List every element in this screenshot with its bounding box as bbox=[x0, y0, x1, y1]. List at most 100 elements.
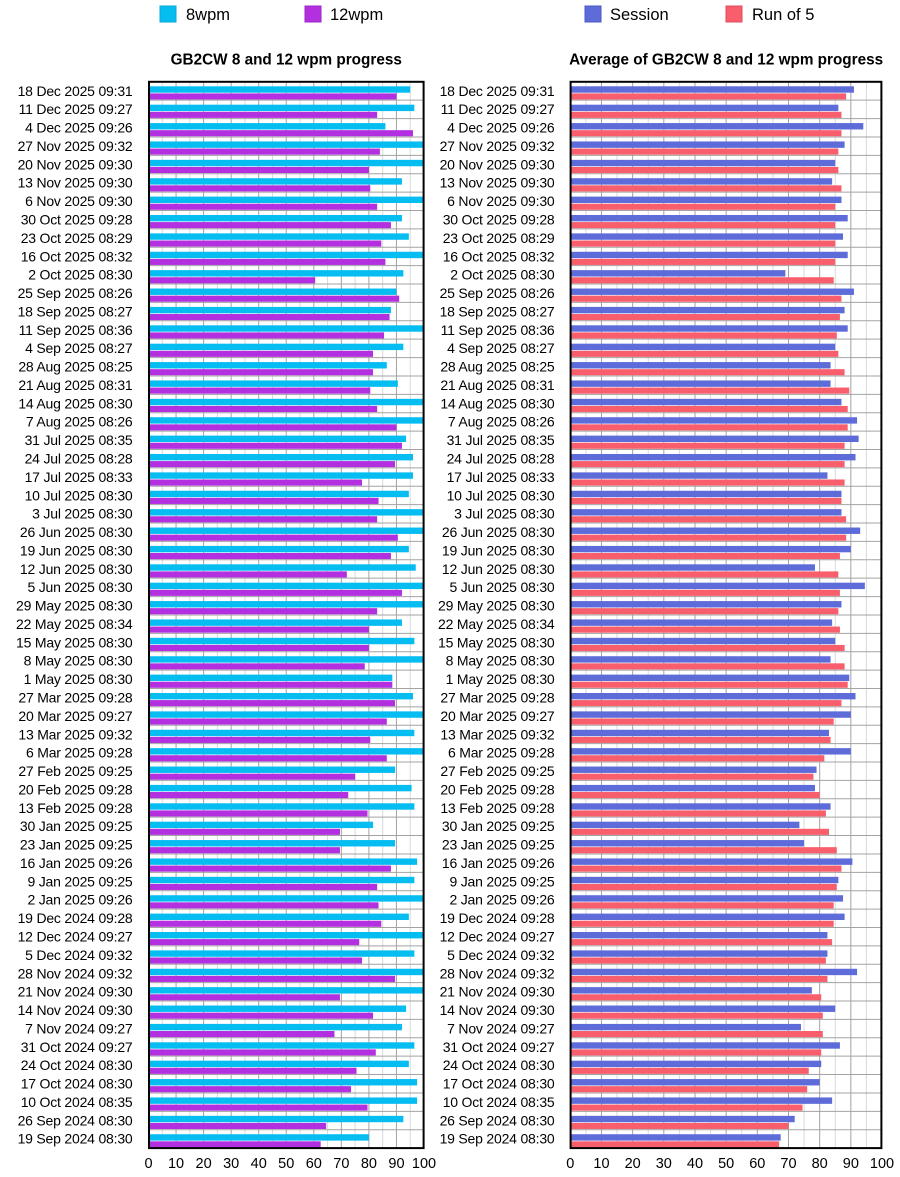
svg-text:5 Dec 2024 09:32: 5 Dec 2024 09:32 bbox=[25, 947, 133, 963]
svg-text:0: 0 bbox=[144, 1156, 152, 1172]
svg-text:4 Sep 2025 08:27: 4 Sep 2025 08:27 bbox=[25, 340, 133, 356]
svg-text:23 Jan 2025 09:25: 23 Jan 2025 09:25 bbox=[442, 837, 555, 853]
svg-text:GB2CW 8 and 12 wpm progress: GB2CW 8 and 12 wpm progress bbox=[171, 52, 402, 69]
svg-text:10 Oct 2024 08:35: 10 Oct 2024 08:35 bbox=[21, 1094, 133, 1110]
svg-text:11 Sep 2025 08:36: 11 Sep 2025 08:36 bbox=[441, 322, 555, 338]
svg-text:31 Jul 2025 08:35: 31 Jul 2025 08:35 bbox=[25, 432, 133, 448]
svg-text:17 Jul 2025 08:33: 17 Jul 2025 08:33 bbox=[25, 469, 133, 485]
svg-text:25 Sep 2025 08:26: 25 Sep 2025 08:26 bbox=[440, 285, 555, 301]
svg-text:17 Jul 2025 08:33: 17 Jul 2025 08:33 bbox=[447, 469, 555, 485]
svg-text:12 Jun 2025 08:30: 12 Jun 2025 08:30 bbox=[20, 561, 133, 577]
svg-text:23 Oct 2025 08:29: 23 Oct 2025 08:29 bbox=[443, 230, 555, 246]
svg-text:25 Sep 2025 08:26: 25 Sep 2025 08:26 bbox=[18, 285, 133, 301]
svg-text:19 Dec 2024 09:28: 19 Dec 2024 09:28 bbox=[440, 910, 555, 926]
svg-text:11 Sep 2025 08:36: 11 Sep 2025 08:36 bbox=[19, 322, 133, 338]
svg-text:13 Feb 2025 09:28: 13 Feb 2025 09:28 bbox=[440, 800, 555, 816]
svg-text:20: 20 bbox=[625, 1156, 641, 1172]
svg-text:2 Oct 2025 08:30: 2 Oct 2025 08:30 bbox=[28, 267, 133, 283]
svg-text:8 May 2025 08:30: 8 May 2025 08:30 bbox=[24, 653, 133, 669]
svg-text:26 Sep 2024 08:30: 26 Sep 2024 08:30 bbox=[440, 1112, 555, 1128]
svg-text:2 Oct 2025 08:30: 2 Oct 2025 08:30 bbox=[450, 267, 555, 283]
svg-text:30 Jan 2025 09:25: 30 Jan 2025 09:25 bbox=[20, 818, 133, 834]
svg-text:40: 40 bbox=[251, 1156, 267, 1172]
svg-text:26 Jun 2025 08:30: 26 Jun 2025 08:30 bbox=[20, 524, 133, 540]
svg-text:90: 90 bbox=[388, 1156, 404, 1172]
svg-text:2 Jan 2025 09:26: 2 Jan 2025 09:26 bbox=[449, 892, 554, 908]
svg-text:3 Jul 2025 08:30: 3 Jul 2025 08:30 bbox=[454, 506, 555, 522]
svg-text:16 Oct 2025 08:32: 16 Oct 2025 08:32 bbox=[21, 248, 133, 264]
svg-text:8 May 2025 08:30: 8 May 2025 08:30 bbox=[446, 653, 555, 669]
svg-text:5 Jun 2025 08:30: 5 Jun 2025 08:30 bbox=[449, 579, 554, 595]
svg-text:18 Sep 2025 08:27: 18 Sep 2025 08:27 bbox=[18, 303, 133, 319]
svg-text:30: 30 bbox=[223, 1156, 239, 1172]
svg-text:23 Jan 2025 09:25: 23 Jan 2025 09:25 bbox=[20, 837, 133, 853]
svg-text:7 Aug 2025 08:26: 7 Aug 2025 08:26 bbox=[26, 414, 133, 430]
svg-text:13 Mar 2025 09:32: 13 Mar 2025 09:32 bbox=[440, 726, 555, 742]
svg-text:11 Dec 2025 09:27: 11 Dec 2025 09:27 bbox=[441, 101, 555, 117]
svg-text:24 Jul 2025 08:28: 24 Jul 2025 08:28 bbox=[447, 450, 555, 466]
svg-text:12wpm: 12wpm bbox=[330, 6, 383, 24]
svg-text:21 Aug 2025 08:31: 21 Aug 2025 08:31 bbox=[440, 377, 555, 393]
svg-text:20 Nov 2025 09:30: 20 Nov 2025 09:30 bbox=[18, 156, 133, 172]
svg-text:40: 40 bbox=[687, 1156, 703, 1172]
svg-text:70: 70 bbox=[333, 1156, 349, 1172]
svg-text:28 Aug 2025 08:25: 28 Aug 2025 08:25 bbox=[18, 359, 133, 375]
svg-text:21 Nov 2024 09:30: 21 Nov 2024 09:30 bbox=[440, 984, 555, 1000]
svg-text:0: 0 bbox=[566, 1156, 574, 1172]
svg-text:29 May 2025 08:30: 29 May 2025 08:30 bbox=[16, 598, 133, 614]
svg-text:20: 20 bbox=[196, 1156, 212, 1172]
svg-text:6 Mar 2025 09:28: 6 Mar 2025 09:28 bbox=[26, 745, 133, 761]
svg-text:24 Jul 2025 08:28: 24 Jul 2025 08:28 bbox=[25, 450, 133, 466]
svg-text:50: 50 bbox=[278, 1156, 294, 1172]
svg-text:80: 80 bbox=[812, 1156, 828, 1172]
svg-text:31 Oct 2024 09:27: 31 Oct 2024 09:27 bbox=[443, 1039, 555, 1055]
svg-text:50: 50 bbox=[718, 1156, 734, 1172]
svg-text:14 Nov 2024 09:30: 14 Nov 2024 09:30 bbox=[18, 1002, 133, 1018]
svg-text:10: 10 bbox=[168, 1156, 184, 1172]
svg-text:17 Oct 2024 08:30: 17 Oct 2024 08:30 bbox=[21, 1076, 133, 1092]
svg-text:16 Jan 2025 09:26: 16 Jan 2025 09:26 bbox=[20, 855, 133, 871]
svg-text:12 Dec 2024 09:27: 12 Dec 2024 09:27 bbox=[18, 928, 133, 944]
svg-text:20 Feb 2025 09:28: 20 Feb 2025 09:28 bbox=[18, 781, 133, 797]
svg-text:15 May 2025 08:30: 15 May 2025 08:30 bbox=[438, 634, 555, 650]
svg-text:70: 70 bbox=[780, 1156, 796, 1172]
svg-text:20 Nov 2025 09:30: 20 Nov 2025 09:30 bbox=[440, 156, 555, 172]
svg-text:12 Dec 2024 09:27: 12 Dec 2024 09:27 bbox=[440, 928, 555, 944]
svg-text:15 May 2025 08:30: 15 May 2025 08:30 bbox=[16, 634, 133, 650]
svg-text:30 Oct 2025 09:28: 30 Oct 2025 09:28 bbox=[21, 211, 133, 227]
svg-text:27 Feb 2025 09:25: 27 Feb 2025 09:25 bbox=[18, 763, 133, 779]
svg-text:13 Mar 2025 09:32: 13 Mar 2025 09:32 bbox=[18, 726, 133, 742]
svg-text:1 May 2025 08:30: 1 May 2025 08:30 bbox=[24, 671, 133, 687]
svg-text:6 Nov 2025 09:30: 6 Nov 2025 09:30 bbox=[447, 193, 555, 209]
svg-text:30: 30 bbox=[656, 1156, 672, 1172]
svg-text:28 Nov 2024 09:32: 28 Nov 2024 09:32 bbox=[440, 965, 555, 981]
svg-text:6 Nov 2025 09:30: 6 Nov 2025 09:30 bbox=[25, 193, 133, 209]
svg-text:13 Nov 2025 09:30: 13 Nov 2025 09:30 bbox=[440, 175, 555, 191]
svg-text:27 Mar 2025 09:28: 27 Mar 2025 09:28 bbox=[18, 689, 133, 705]
svg-text:19 Dec 2024 09:28: 19 Dec 2024 09:28 bbox=[18, 910, 133, 926]
svg-text:18 Dec 2025 09:31: 18 Dec 2025 09:31 bbox=[440, 83, 555, 99]
svg-text:19 Sep 2024 08:30: 19 Sep 2024 08:30 bbox=[440, 1131, 555, 1147]
svg-text:10: 10 bbox=[593, 1156, 609, 1172]
svg-text:100: 100 bbox=[870, 1156, 894, 1172]
svg-text:7 Nov 2024 09:27: 7 Nov 2024 09:27 bbox=[447, 1020, 555, 1036]
svg-text:29 May 2025 08:30: 29 May 2025 08:30 bbox=[438, 598, 555, 614]
svg-text:7 Nov 2024 09:27: 7 Nov 2024 09:27 bbox=[25, 1020, 133, 1036]
svg-text:20 Mar 2025 09:27: 20 Mar 2025 09:27 bbox=[440, 708, 555, 724]
svg-text:27 Mar 2025 09:28: 27 Mar 2025 09:28 bbox=[440, 689, 555, 705]
svg-text:60: 60 bbox=[306, 1156, 322, 1172]
svg-text:19 Sep 2024 08:30: 19 Sep 2024 08:30 bbox=[18, 1131, 133, 1147]
svg-text:28 Aug 2025 08:25: 28 Aug 2025 08:25 bbox=[440, 359, 555, 375]
svg-text:24 Oct 2024 08:30: 24 Oct 2024 08:30 bbox=[21, 1057, 133, 1073]
svg-text:80: 80 bbox=[361, 1156, 377, 1172]
svg-text:6 Mar 2025 09:28: 6 Mar 2025 09:28 bbox=[448, 745, 555, 761]
svg-text:30 Jan 2025 09:25: 30 Jan 2025 09:25 bbox=[442, 818, 555, 834]
svg-text:18 Sep 2025 08:27: 18 Sep 2025 08:27 bbox=[440, 303, 555, 319]
svg-text:26 Sep 2024 08:30: 26 Sep 2024 08:30 bbox=[18, 1112, 133, 1128]
svg-text:21 Nov 2024 09:30: 21 Nov 2024 09:30 bbox=[18, 984, 133, 1000]
svg-text:10 Jul 2025 08:30: 10 Jul 2025 08:30 bbox=[25, 487, 133, 503]
svg-text:Average of GB2CW 8 and 12 wpm: Average of GB2CW 8 and 12 wpm progress bbox=[569, 52, 883, 69]
svg-text:20 Feb 2025 09:28: 20 Feb 2025 09:28 bbox=[440, 781, 555, 797]
svg-text:21 Aug 2025 08:31: 21 Aug 2025 08:31 bbox=[18, 377, 133, 393]
svg-text:9 Jan 2025 09:25: 9 Jan 2025 09:25 bbox=[449, 873, 554, 889]
